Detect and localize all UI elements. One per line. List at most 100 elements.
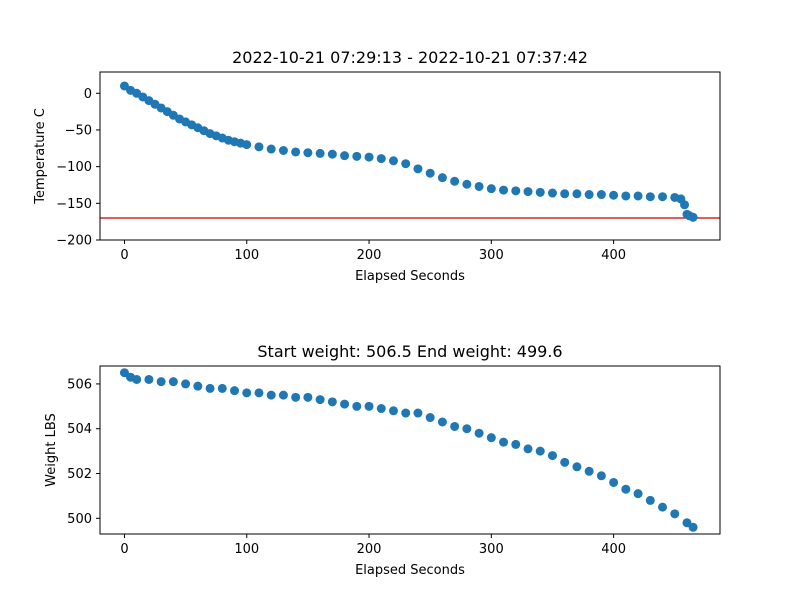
x-tick-label: 400 — [601, 248, 626, 263]
data-point — [645, 495, 655, 505]
data-point — [132, 374, 142, 384]
data-point — [462, 179, 472, 189]
data-point — [572, 189, 582, 199]
data-point — [413, 164, 423, 174]
data-point — [437, 173, 447, 183]
data-point — [242, 388, 252, 398]
data-point — [535, 446, 545, 456]
data-point — [584, 190, 594, 200]
data-point — [645, 192, 655, 202]
data-point — [609, 190, 619, 200]
data-point — [688, 212, 698, 222]
x-axis-label: Elapsed Seconds — [355, 563, 465, 578]
data-point — [462, 424, 472, 434]
y-tick-label: −150 — [56, 197, 92, 212]
data-point — [523, 444, 533, 454]
data-point — [327, 397, 337, 407]
data-point — [425, 168, 435, 178]
data-point — [144, 374, 154, 384]
data-point — [327, 149, 337, 159]
x-tick-label: 100 — [234, 248, 259, 263]
y-tick-label: −50 — [65, 123, 92, 138]
data-point — [474, 428, 484, 438]
data-point — [511, 439, 521, 449]
data-point — [388, 156, 398, 166]
data-point — [560, 457, 570, 467]
data-point — [376, 404, 386, 414]
data-point — [560, 189, 570, 199]
data-point — [486, 433, 496, 443]
data-point — [609, 477, 619, 487]
data-point — [511, 186, 521, 196]
x-tick-label: 200 — [357, 542, 382, 557]
data-point — [266, 144, 276, 154]
data-point — [230, 386, 240, 396]
data-point — [621, 191, 631, 201]
data-point — [499, 437, 509, 447]
data-point — [450, 176, 460, 186]
data-point — [547, 188, 557, 198]
data-point — [437, 417, 447, 427]
y-axis-label: Temperature C — [33, 108, 48, 205]
x-tick-label: 0 — [120, 542, 128, 557]
data-point — [425, 413, 435, 423]
data-point — [633, 489, 643, 499]
data-point — [352, 401, 362, 411]
data-point — [254, 142, 264, 152]
data-point — [572, 462, 582, 472]
data-point — [670, 509, 680, 519]
data-point — [474, 181, 484, 191]
data-point — [291, 392, 301, 402]
data-point — [242, 140, 252, 150]
y-tick-label: −200 — [56, 234, 92, 249]
data-point — [621, 484, 631, 494]
data-point — [278, 390, 288, 400]
axes-frame — [99, 71, 721, 241]
data-point — [205, 383, 215, 393]
data-point — [156, 377, 166, 387]
data-point — [168, 377, 178, 387]
data-point — [596, 190, 606, 200]
data-point — [364, 401, 374, 411]
y-tick-label: 500 — [67, 512, 92, 527]
data-point — [413, 408, 423, 418]
x-tick-label: 100 — [234, 542, 259, 557]
data-point — [303, 148, 313, 158]
data-point — [291, 147, 301, 157]
data-point — [340, 151, 350, 161]
data-point — [486, 184, 496, 194]
x-tick-label: 200 — [357, 248, 382, 263]
data-point — [364, 152, 374, 162]
data-point — [535, 187, 545, 197]
data-point — [688, 522, 698, 532]
data-point — [680, 200, 690, 210]
plot-1: 0 100 200 300 400 0 −50 −100 −150 −200 2022-10-21 … — [33, 48, 721, 284]
x-tick-label: 300 — [479, 248, 504, 263]
x-tick-label: 0 — [120, 248, 128, 263]
data-point — [315, 148, 325, 158]
data-point — [217, 383, 227, 393]
data-point — [499, 185, 509, 195]
data-point — [401, 408, 411, 418]
plot-2: 0 100 200 300 400 500 502 504 506 Start weight: 5… — [44, 342, 721, 578]
data-point — [658, 192, 668, 202]
data-point — [340, 399, 350, 409]
data-point — [633, 191, 643, 201]
axes-frame — [99, 365, 721, 535]
x-axis-label: Elapsed Seconds — [355, 269, 465, 284]
data-point — [352, 151, 362, 161]
data-point — [193, 381, 203, 391]
data-point — [401, 159, 411, 169]
data-point — [278, 145, 288, 155]
data-point — [376, 154, 386, 164]
chart-title: 2022-10-21 07:29:13 - 2022-10-21 07:37:4… — [232, 48, 588, 67]
data-point — [315, 395, 325, 405]
data-point — [266, 390, 276, 400]
data-point — [303, 392, 313, 402]
y-tick-label: 0 — [84, 87, 92, 102]
data-point — [254, 388, 264, 398]
data-point — [523, 187, 533, 197]
data-point — [584, 466, 594, 476]
